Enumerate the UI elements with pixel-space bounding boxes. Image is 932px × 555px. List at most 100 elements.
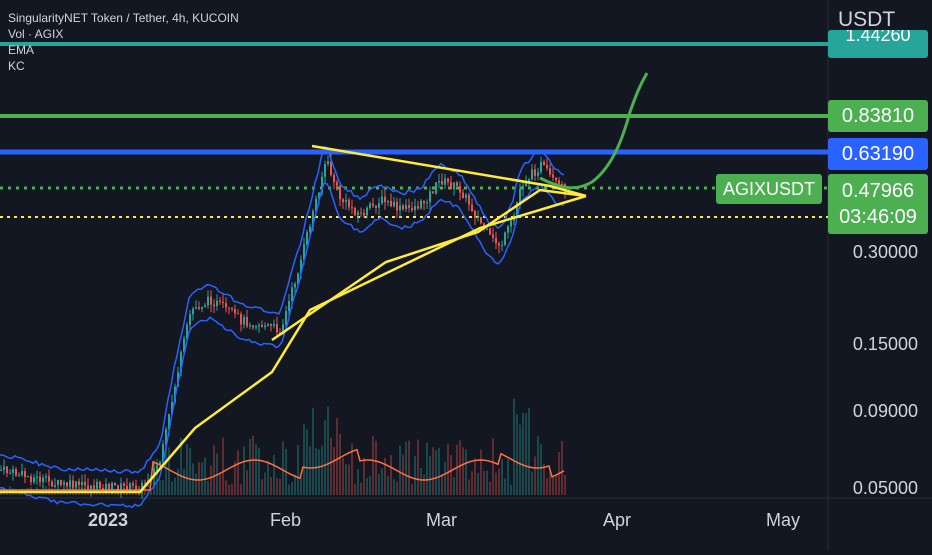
candle-body bbox=[300, 259, 302, 274]
volume-bar bbox=[513, 398, 515, 495]
candle-body bbox=[399, 205, 401, 211]
candle-body bbox=[321, 176, 323, 193]
indicator-ema[interactable]: EMA bbox=[8, 43, 35, 57]
volume-bar bbox=[279, 478, 281, 495]
last-price-value: 0.47966 bbox=[841, 180, 915, 202]
volume-bar bbox=[300, 476, 302, 495]
volume-bar bbox=[252, 435, 254, 495]
candle-body bbox=[144, 482, 146, 484]
candle-body bbox=[201, 307, 203, 309]
candle-body bbox=[363, 212, 365, 216]
price-axis-currency: USDT bbox=[838, 8, 896, 31]
candle-body bbox=[336, 182, 338, 186]
candle-body bbox=[162, 444, 164, 463]
yellow-trendline-lower[interactable] bbox=[0, 194, 587, 494]
candle-body bbox=[168, 414, 170, 430]
volume-bar bbox=[315, 447, 317, 495]
yellow-triangle-upper-edge[interactable] bbox=[311, 144, 587, 198]
candle-body bbox=[561, 183, 563, 185]
candle-body bbox=[534, 169, 536, 176]
volume-bar bbox=[384, 457, 386, 495]
volume-bar bbox=[207, 480, 209, 495]
volume-bar bbox=[498, 468, 500, 495]
volume-bar bbox=[549, 470, 551, 495]
volume-bar bbox=[324, 420, 326, 495]
candle-body bbox=[537, 172, 539, 176]
candle-body bbox=[558, 180, 560, 184]
volume-bar bbox=[519, 424, 521, 495]
candle-body bbox=[462, 192, 464, 199]
volume-bar bbox=[462, 447, 464, 495]
volume-bar bbox=[306, 429, 308, 495]
volume-bar bbox=[501, 459, 503, 495]
volume-bar bbox=[330, 437, 332, 495]
volume-bar bbox=[459, 440, 461, 495]
candle-body bbox=[459, 185, 461, 193]
candle-body bbox=[15, 469, 17, 476]
candle-body bbox=[480, 216, 482, 224]
volume-bar bbox=[255, 444, 257, 495]
volume-bar bbox=[357, 469, 359, 495]
volume-bar bbox=[447, 444, 449, 495]
volume-bar bbox=[348, 464, 350, 495]
candle-body bbox=[396, 201, 398, 211]
volume-bar bbox=[408, 440, 410, 495]
yellow-triangle-lower-edge[interactable] bbox=[271, 188, 587, 342]
volume-bar bbox=[237, 450, 239, 495]
time-label-mar: Mar bbox=[426, 510, 457, 530]
volume-bar bbox=[390, 454, 392, 495]
indicator-volume[interactable]: Vol · AGIX bbox=[8, 27, 64, 41]
volume-bar bbox=[363, 457, 365, 495]
volume-bar bbox=[159, 480, 161, 495]
volume-bar bbox=[441, 474, 443, 495]
candle-body bbox=[84, 481, 86, 486]
candle-body bbox=[192, 308, 194, 315]
candle-body bbox=[180, 352, 182, 373]
candle-body bbox=[255, 326, 257, 328]
volume-bar bbox=[471, 471, 473, 495]
volume-bar bbox=[432, 447, 434, 495]
chart-title[interactable]: SingularityNET Token / Tether, 4h, KUCOI… bbox=[8, 11, 239, 25]
volume-bar bbox=[369, 476, 371, 495]
volume-bar bbox=[426, 442, 428, 495]
candle-body bbox=[258, 325, 260, 327]
indicator-kc[interactable]: KC bbox=[8, 59, 25, 73]
candle-body bbox=[81, 481, 83, 486]
candle-body bbox=[171, 402, 173, 415]
candle-body bbox=[495, 237, 497, 244]
volume-bar bbox=[399, 445, 401, 495]
candle-body bbox=[18, 474, 20, 476]
time-label-may: May bbox=[766, 510, 801, 530]
volume-bar bbox=[267, 460, 269, 495]
candle-body bbox=[0, 469, 2, 471]
candle-body bbox=[444, 178, 446, 185]
volume-bar bbox=[477, 473, 479, 495]
volume-bar bbox=[63, 491, 65, 495]
chart-legend: SingularityNET Token / Tether, 4h, KUCOI… bbox=[8, 10, 239, 74]
volume-bar bbox=[354, 483, 356, 495]
candle-body bbox=[408, 205, 410, 208]
volume-bar bbox=[204, 457, 206, 495]
candle-body bbox=[303, 244, 305, 260]
candle-body bbox=[99, 481, 101, 489]
candle-body bbox=[69, 480, 71, 487]
volume-bar bbox=[486, 470, 488, 495]
candle-body bbox=[27, 476, 29, 478]
volume-bar bbox=[528, 408, 530, 495]
candle-body bbox=[276, 324, 278, 333]
candle-body bbox=[246, 317, 248, 327]
candle-body bbox=[159, 462, 161, 466]
volume-bar bbox=[333, 447, 335, 495]
green-projection-curve[interactable] bbox=[539, 72, 649, 190]
candle-body bbox=[204, 305, 206, 308]
volume-bar bbox=[351, 443, 353, 495]
candle-body bbox=[387, 200, 389, 203]
candle-body bbox=[360, 212, 362, 214]
candle-body bbox=[9, 472, 11, 474]
candle-body bbox=[198, 307, 200, 309]
volume-bar bbox=[456, 444, 458, 495]
candle-body bbox=[195, 307, 197, 309]
candle-body bbox=[498, 243, 500, 246]
